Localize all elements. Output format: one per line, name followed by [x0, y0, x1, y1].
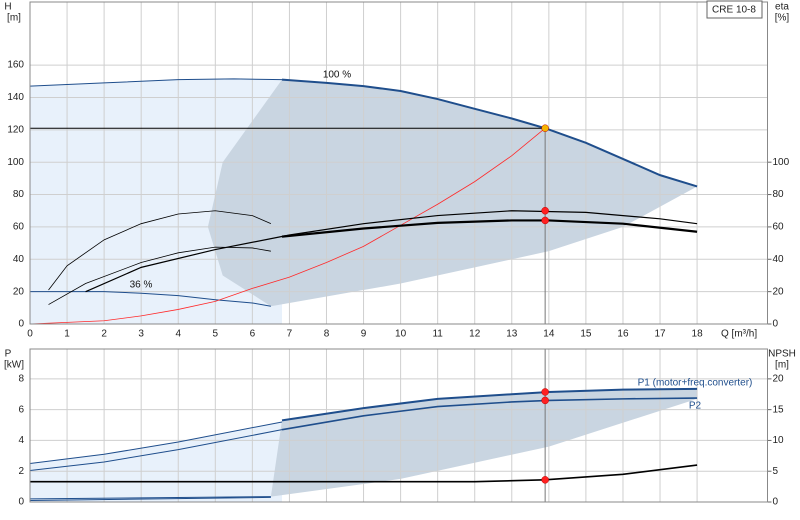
x-tick-label: 11	[432, 329, 443, 340]
y-axis-label: [m]	[7, 13, 21, 24]
y-tick-label: 2	[18, 466, 24, 477]
duty-point	[541, 206, 549, 215]
curve	[30, 291, 271, 307]
x-tick-label: 18	[692, 329, 704, 340]
y2-tick-label: 10	[773, 435, 785, 446]
y-tick-label: 40	[13, 254, 25, 265]
y-tick-label: 8	[18, 374, 24, 385]
chart-title: CRE 10-8	[712, 5, 756, 16]
y2-axis-label: [m]	[775, 360, 789, 371]
y2-tick-label: 20	[773, 286, 785, 297]
duty-point	[541, 124, 549, 132]
curve	[48, 210, 272, 291]
operating-area	[270, 388, 698, 497]
curve	[29, 127, 546, 325]
y-tick-label: 100	[7, 157, 24, 168]
duty-point	[541, 396, 549, 405]
x-tick-label: 7	[287, 329, 293, 340]
curve-label: 36 %	[130, 280, 153, 291]
y-tick-label: 80	[13, 189, 25, 200]
x-tick-label: 5	[213, 329, 219, 340]
y-axis-label: P	[5, 349, 12, 360]
x-tick-label: 1	[64, 329, 70, 340]
curve	[281, 78, 698, 188]
duty-point	[541, 476, 549, 484]
curve-label: 100 %	[323, 70, 351, 81]
title-box	[706, 0, 763, 19]
y2-tick-label: 5	[773, 466, 779, 477]
y-axis-label: [kW]	[4, 360, 24, 371]
curve	[29, 496, 271, 500]
y-tick-label: 20	[13, 286, 25, 297]
x-axis-label: Q [m³/h]	[721, 329, 757, 340]
curve	[281, 219, 698, 238]
y-tick-label: 0	[18, 497, 24, 508]
curve	[30, 464, 698, 483]
y-tick-label: 160	[7, 60, 24, 71]
x-tick-label: 6	[250, 329, 256, 340]
x-tick-label: 10	[395, 329, 407, 340]
x-tick-label: 15	[580, 329, 592, 340]
curve	[29, 78, 283, 87]
plot-frame	[29, 1, 768, 325]
curve	[29, 421, 283, 465]
y2-tick-label: 80	[773, 189, 785, 200]
curve	[29, 496, 271, 501]
curve-label: P2	[689, 401, 702, 412]
y2-tick-label: 0	[773, 497, 779, 508]
curve	[29, 429, 283, 471]
curve	[85, 210, 698, 293]
y2-tick-label: 40	[773, 254, 785, 265]
x-tick-label: 8	[324, 329, 330, 340]
x-tick-label: 4	[175, 329, 181, 340]
curve	[48, 246, 271, 305]
y2-axis-label: NPSH	[768, 349, 796, 360]
y-tick-label: 4	[18, 435, 24, 446]
x-tick-label: 12	[469, 329, 481, 340]
y-tick-label: 0	[18, 319, 24, 330]
curve	[281, 397, 698, 431]
y2-tick-label: 60	[773, 222, 785, 233]
y-tick-label: 140	[7, 92, 24, 103]
curve-label: P1 (motor+freq.converter)	[638, 378, 753, 389]
y2-tick-label: 100	[773, 157, 790, 168]
duty-point	[541, 388, 549, 396]
y2-axis-label: [%]	[775, 13, 790, 24]
x-tick-label: 9	[361, 329, 367, 340]
y2-tick-label: 20	[773, 374, 785, 385]
x-tick-label: 16	[617, 329, 629, 340]
x-tick-label: 3	[138, 329, 144, 340]
y-tick-label: 120	[7, 124, 24, 135]
x-tick-label: 14	[543, 329, 555, 340]
y2-tick-label: 15	[773, 404, 785, 415]
x-tick-label: 17	[654, 329, 666, 340]
y-tick-label: 60	[13, 222, 25, 233]
y2-axis-label: eta	[775, 2, 789, 13]
operating-area	[207, 79, 698, 307]
y2-tick-label: 0	[773, 319, 779, 330]
x-tick-label: 2	[101, 329, 107, 340]
x-tick-label: 0	[27, 329, 33, 340]
y-axis-label: H	[4, 2, 11, 13]
duty-point	[541, 216, 549, 225]
curve	[281, 387, 698, 422]
plot-frame	[29, 348, 768, 503]
x-tick-label: 13	[506, 329, 518, 340]
y-tick-label: 6	[18, 404, 24, 415]
